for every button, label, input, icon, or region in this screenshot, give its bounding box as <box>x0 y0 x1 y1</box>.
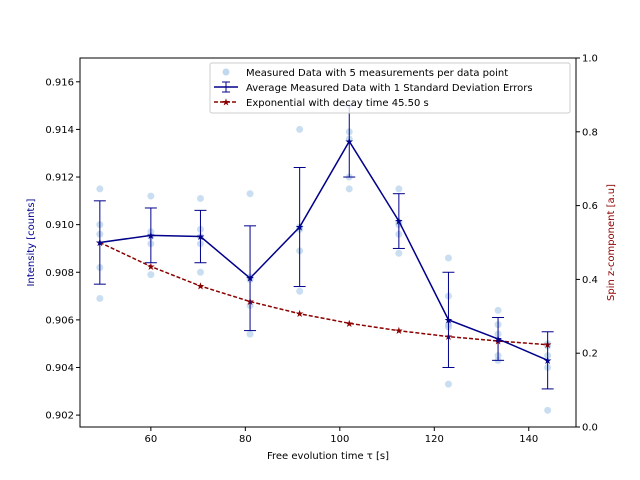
measured-point <box>395 249 403 257</box>
measured-point <box>544 406 552 414</box>
right-y-tick-label: 0.0 <box>582 423 598 434</box>
y-tick-label: 0.906 <box>45 315 74 326</box>
x-tick-label: 80 <box>239 434 252 445</box>
x-tick-label: 100 <box>330 434 349 445</box>
measured-point <box>296 125 304 133</box>
exponential-point: ★ <box>295 309 304 320</box>
legend-label-exponential: Exponential with decay time 45.50 s <box>246 98 429 109</box>
measured-point <box>296 287 304 295</box>
exponential-point: ★ <box>146 262 155 273</box>
legend-label-measured: Measured Data with 5 measurements per da… <box>246 68 508 79</box>
y-tick-label: 0.904 <box>45 363 74 374</box>
measured-point <box>395 185 403 193</box>
measured-point <box>444 254 452 262</box>
average-point: ★ <box>246 274 255 285</box>
average-point: ★ <box>345 137 354 148</box>
legend-label-average: Average Measured Data with 1 Standard De… <box>246 83 533 94</box>
plot-area: ★★★★★★★★ ★ ★★★ ★★★★★★★★ <box>93 102 554 414</box>
legend-marker-exponential: ★ <box>222 98 231 109</box>
x-tick-label: 140 <box>519 434 538 445</box>
measured-point <box>147 271 155 279</box>
y-tick-label: 0.908 <box>45 268 74 279</box>
x-tick-label: 60 <box>144 434 157 445</box>
average-point: ★ <box>494 334 503 345</box>
y-tick-label: 0.910 <box>45 220 74 231</box>
exponential-line <box>99 241 548 346</box>
legend-marker-measured <box>222 68 230 76</box>
average-line <box>99 139 548 362</box>
average-point: ★ <box>543 356 552 367</box>
average-point: ★ <box>394 217 403 228</box>
legend-box <box>209 62 571 114</box>
axes-frame <box>79 57 577 428</box>
axis-ticks: 60 80 100 120 140 0.902 0.904 0.906 0.908 0.910 0.… <box>45 54 598 446</box>
measured-point <box>196 194 204 202</box>
right-y-tick-label: 1.0 <box>582 54 598 65</box>
x-tick-label: 120 <box>425 434 444 445</box>
exponential-point: ★ <box>394 326 403 337</box>
x-axis-label: Free evolution time τ [s] <box>267 451 389 462</box>
measured-point <box>96 185 104 193</box>
right-y-tick-label: 0.2 <box>582 349 598 360</box>
average-point: ★ <box>444 315 453 326</box>
measured-point <box>246 190 254 198</box>
measured-point <box>147 192 155 200</box>
measured-point <box>345 185 353 193</box>
average-point: ★ <box>295 223 304 234</box>
measured-point <box>444 380 452 388</box>
measured-point <box>246 330 254 338</box>
right-y-tick-label: 0.8 <box>582 127 598 138</box>
y-axis-label: Intensity [counts] <box>26 198 37 286</box>
y-tick-label: 0.916 <box>45 77 74 88</box>
exponential-point: ★ <box>196 282 205 293</box>
average-point: ★ <box>146 231 155 242</box>
average-point: ★ <box>196 232 205 243</box>
right-y-tick-label: 0.4 <box>582 275 598 286</box>
legend: Measured Data with 5 measurements per da… <box>209 62 571 114</box>
measured-point <box>196 268 204 276</box>
average-point: ★ <box>95 238 104 249</box>
y-tick-label: 0.914 <box>45 125 74 136</box>
y-tick-label: 0.912 <box>45 173 74 184</box>
exponential-point: ★ <box>345 319 354 330</box>
y-tick-label: 0.902 <box>45 411 74 422</box>
measured-point <box>494 306 502 314</box>
right-y-axis-label: Spin z-component [a.u] <box>606 184 617 301</box>
right-y-tick-label: 0.6 <box>582 201 598 212</box>
measured-point <box>96 294 104 302</box>
